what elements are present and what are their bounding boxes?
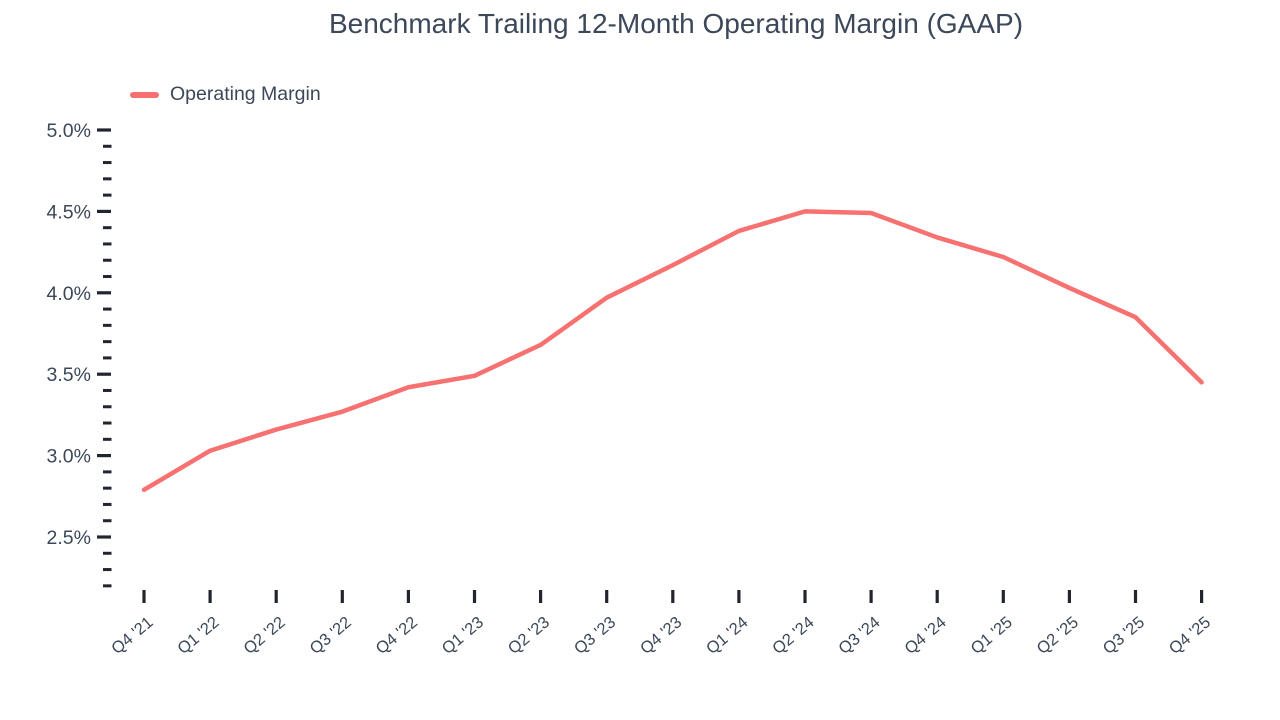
x-axis-tick-label: Q4 '23: [637, 613, 685, 658]
x-axis-tick-label: Q4 '25: [1166, 613, 1214, 658]
x-axis-tick-label: Q1 '25: [967, 613, 1015, 658]
x-axis-tick-label: Q1 '22: [174, 613, 222, 658]
legend-label: Operating Margin: [170, 83, 321, 105]
y-axis-tick-label: 5.0%: [47, 120, 91, 142]
x-axis-tick-label: Q1 '24: [703, 613, 751, 658]
legend-line-swatch: [130, 91, 159, 98]
x-axis-tick-label: Q2 '23: [505, 613, 553, 658]
chart-title: Benchmark Trailing 12-Month Operating Ma…: [328, 8, 1024, 39]
x-axis-tick-label: Q2 '22: [240, 613, 288, 658]
x-axis-tick-label: Q2 '25: [1034, 613, 1082, 658]
x-axis-tick-label: Q4 '22: [373, 613, 421, 658]
x-axis-tick-label: Q3 '22: [306, 613, 354, 658]
y-axis-tick-label: 4.0%: [47, 283, 91, 305]
y-axis-tick-label: 4.5%: [47, 201, 91, 223]
x-axis-tick-label: Q4 '21: [108, 613, 156, 658]
x-axis-tick-label: Q2 '24: [769, 613, 817, 658]
x-axis-tick-label: Q1 '23: [439, 613, 487, 658]
x-axis-tick-label: Q4 '24: [901, 613, 949, 658]
y-axis-tick-label: 3.0%: [47, 446, 91, 468]
y-axis-tick-label: 2.5%: [47, 527, 91, 549]
x-axis-tick-label: Q3 '25: [1100, 613, 1148, 658]
legend: Operating Margin: [130, 83, 321, 106]
x-axis-tick-label: Q3 '24: [835, 613, 883, 658]
operating-margin-line: [141, 209, 1204, 493]
y-axis-tick-label: 3.5%: [47, 364, 91, 386]
x-axis-tick-label: Q3 '23: [571, 613, 619, 658]
